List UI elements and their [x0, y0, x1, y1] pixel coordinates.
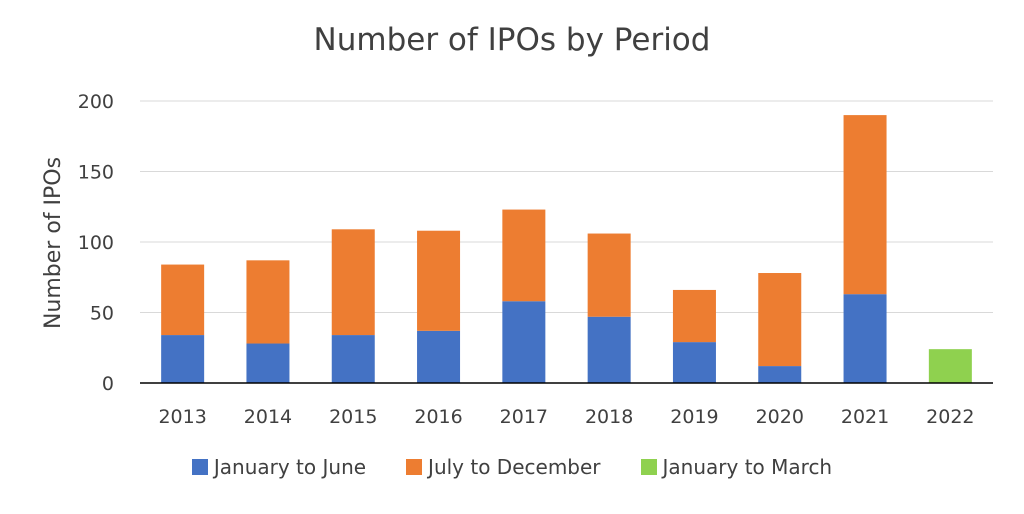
- bar-january-to-june-2017: [502, 301, 546, 383]
- bar-january-to-june-2015: [331, 335, 375, 383]
- x-tick-label: 2018: [585, 406, 633, 428]
- x-tick-label: 2021: [841, 406, 889, 428]
- y-tick-label: 200: [78, 91, 114, 113]
- bar-january-to-june-2014: [246, 343, 290, 383]
- bar-january-to-june-2013: [161, 335, 205, 383]
- bar-january-to-june-2018: [587, 316, 631, 383]
- y-tick-labels: 0 50 100 150 200: [78, 91, 114, 395]
- legend-label: January to March: [662, 455, 833, 479]
- legend: January to June July to December January t…: [0, 455, 1024, 479]
- legend-swatch: [191, 459, 208, 475]
- legend-swatch: [406, 459, 423, 475]
- x-tick-label: 2020: [756, 406, 804, 428]
- bar-july-to-december-2017: [502, 209, 546, 302]
- bars: [161, 115, 972, 383]
- legend-label: January to June: [213, 455, 367, 479]
- y-tick-label: 100: [78, 232, 114, 254]
- bar-january-to-june-2021: [843, 294, 887, 383]
- bar-july-to-december-2019: [672, 289, 716, 343]
- x-tick-label: 2022: [926, 406, 974, 428]
- bar-july-to-december-2021: [843, 115, 887, 295]
- bar-july-to-december-2013: [161, 264, 205, 336]
- x-tick-label: 2019: [670, 406, 718, 428]
- legend-label: July to December: [428, 455, 601, 479]
- y-tick-label: 50: [90, 303, 114, 325]
- x-tick-label: 2013: [158, 406, 206, 428]
- x-tick-labels: 2013 2014 2015 2016 2017 2018 2019 2020 2021 2022: [158, 406, 974, 428]
- bar-july-to-december-2015: [331, 229, 375, 336]
- legend-item: July to December: [406, 455, 601, 479]
- bar-january-to-june-2020: [758, 366, 802, 383]
- y-tick-label: 150: [78, 162, 114, 184]
- bar-january-to-june-2019: [672, 342, 716, 383]
- x-tick-label: 2016: [414, 406, 462, 428]
- y-axis-title: Number of IPOs: [41, 157, 66, 329]
- bar-january-to-june-2016: [417, 330, 461, 383]
- bar-january-to-march-2022: [928, 349, 972, 383]
- legend-item: January to June: [191, 455, 367, 479]
- bar-july-to-december-2014: [246, 260, 290, 344]
- x-tick-label: 2017: [500, 406, 548, 428]
- bar-july-to-december-2020: [758, 273, 802, 367]
- bar-july-to-december-2016: [417, 230, 461, 331]
- legend-item: January to March: [640, 455, 833, 479]
- x-tick-label: 2015: [329, 406, 377, 428]
- chart-title: Number of IPOs by Period: [313, 22, 711, 58]
- x-tick-label: 2014: [244, 406, 292, 428]
- legend-swatch: [640, 459, 657, 475]
- bar-july-to-december-2018: [587, 233, 631, 317]
- y-tick-label: 0: [102, 373, 114, 395]
